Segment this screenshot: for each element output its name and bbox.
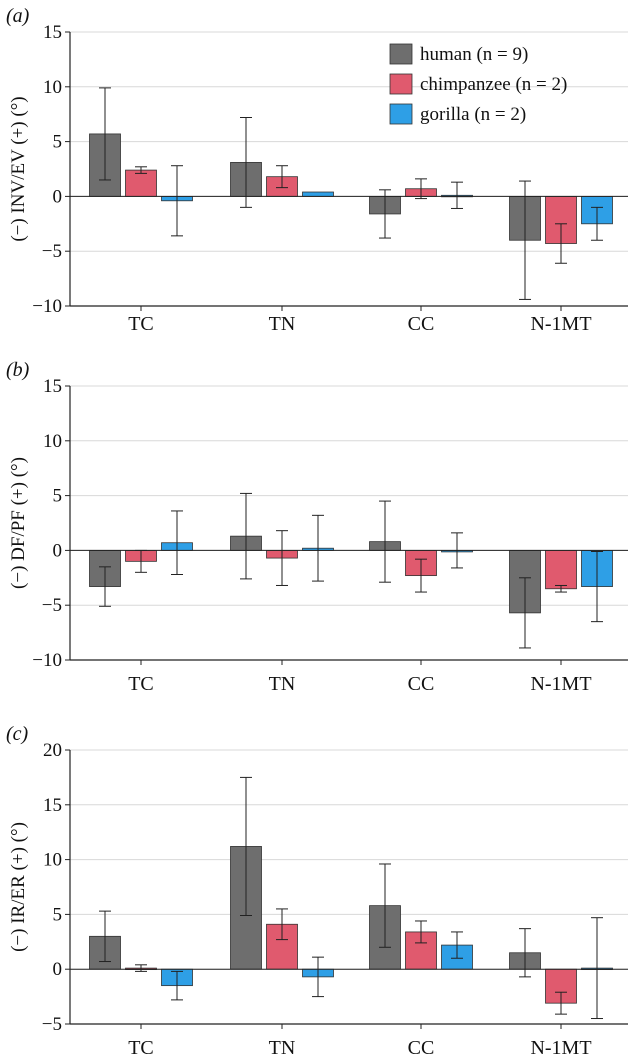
x-tick-label: N-1MT (530, 313, 591, 335)
chart-panel-1: −10 −5 0 5 10 15 TC TN CC N-1MT (−) INV/EV (+) (°)… (6, 5, 628, 335)
panel-label: (c) (6, 723, 29, 745)
y-tick-label: 5 (53, 132, 63, 153)
x-tick-label: TC (128, 1037, 154, 1059)
y-tick-label: 5 (53, 486, 63, 507)
y-axis-label: (−) DF/PF (+) (°) (8, 457, 29, 589)
x-tick-label: N-1MT (530, 1037, 591, 1059)
y-axis-label: (−) INV/EV (+) (°) (8, 96, 29, 241)
x-tick-label: TN (269, 673, 296, 695)
legend-swatch-human (389, 43, 413, 65)
y-tick-label: 15 (43, 22, 62, 43)
chart-panel-2: −10 −5 0 5 10 15 TC TN CC N-1MT (−) DF/PF (+) (°) (… (6, 359, 628, 695)
x-tick-label: N-1MT (530, 673, 591, 695)
panel-label: (a) (6, 5, 30, 27)
legend-label-human: human (n = 9) (420, 44, 528, 65)
y-tick-label: 0 (53, 959, 63, 980)
legend-label-gorilla: gorilla (n = 2) (420, 104, 526, 125)
y-tick-label: −10 (32, 296, 62, 317)
y-tick-label: −10 (32, 650, 62, 671)
x-tick-label: TC (128, 673, 154, 695)
y-tick-label: −5 (42, 241, 62, 262)
bar-gorilla-tn (302, 191, 334, 197)
y-tick-label: 10 (43, 850, 62, 871)
y-tick-label: −5 (42, 1014, 62, 1035)
panel-label: (b) (6, 359, 30, 381)
x-tick-label: TC (128, 313, 154, 335)
y-tick-label: 20 (43, 740, 62, 761)
y-tick-label: 15 (43, 795, 62, 816)
legend: human (n = 9) chimpanzee (n = 2) gorilla (… (389, 43, 567, 125)
x-tick-label: CC (408, 313, 435, 335)
chart-panel-3: −5 0 5 10 15 20 TC TN CC N-1MT (−) IR/ER (+) (°) (c… (6, 723, 628, 1059)
x-tick-label: TN (269, 1037, 296, 1059)
y-tick-label: −5 (42, 595, 62, 616)
y-tick-label: 0 (53, 186, 63, 207)
y-tick-label: 15 (43, 376, 62, 397)
x-tick-label: CC (408, 1037, 435, 1059)
bar-chimpanzee-tc (125, 169, 157, 197)
x-tick-label: CC (408, 673, 435, 695)
legend-swatch-chimpanzee (389, 73, 413, 95)
legend-label-chimpanzee: chimpanzee (n = 2) (420, 74, 567, 95)
y-tick-label: 0 (53, 540, 63, 561)
y-tick-label: 5 (53, 904, 63, 925)
legend-swatch-gorilla (389, 103, 413, 125)
bar-chimpanzee-n-1mt (545, 550, 577, 590)
y-tick-label: 10 (43, 77, 62, 98)
y-axis-label: (−) IR/ER (+) (°) (8, 822, 29, 952)
y-tick-label: 10 (43, 431, 62, 452)
x-tick-label: TN (269, 313, 296, 335)
